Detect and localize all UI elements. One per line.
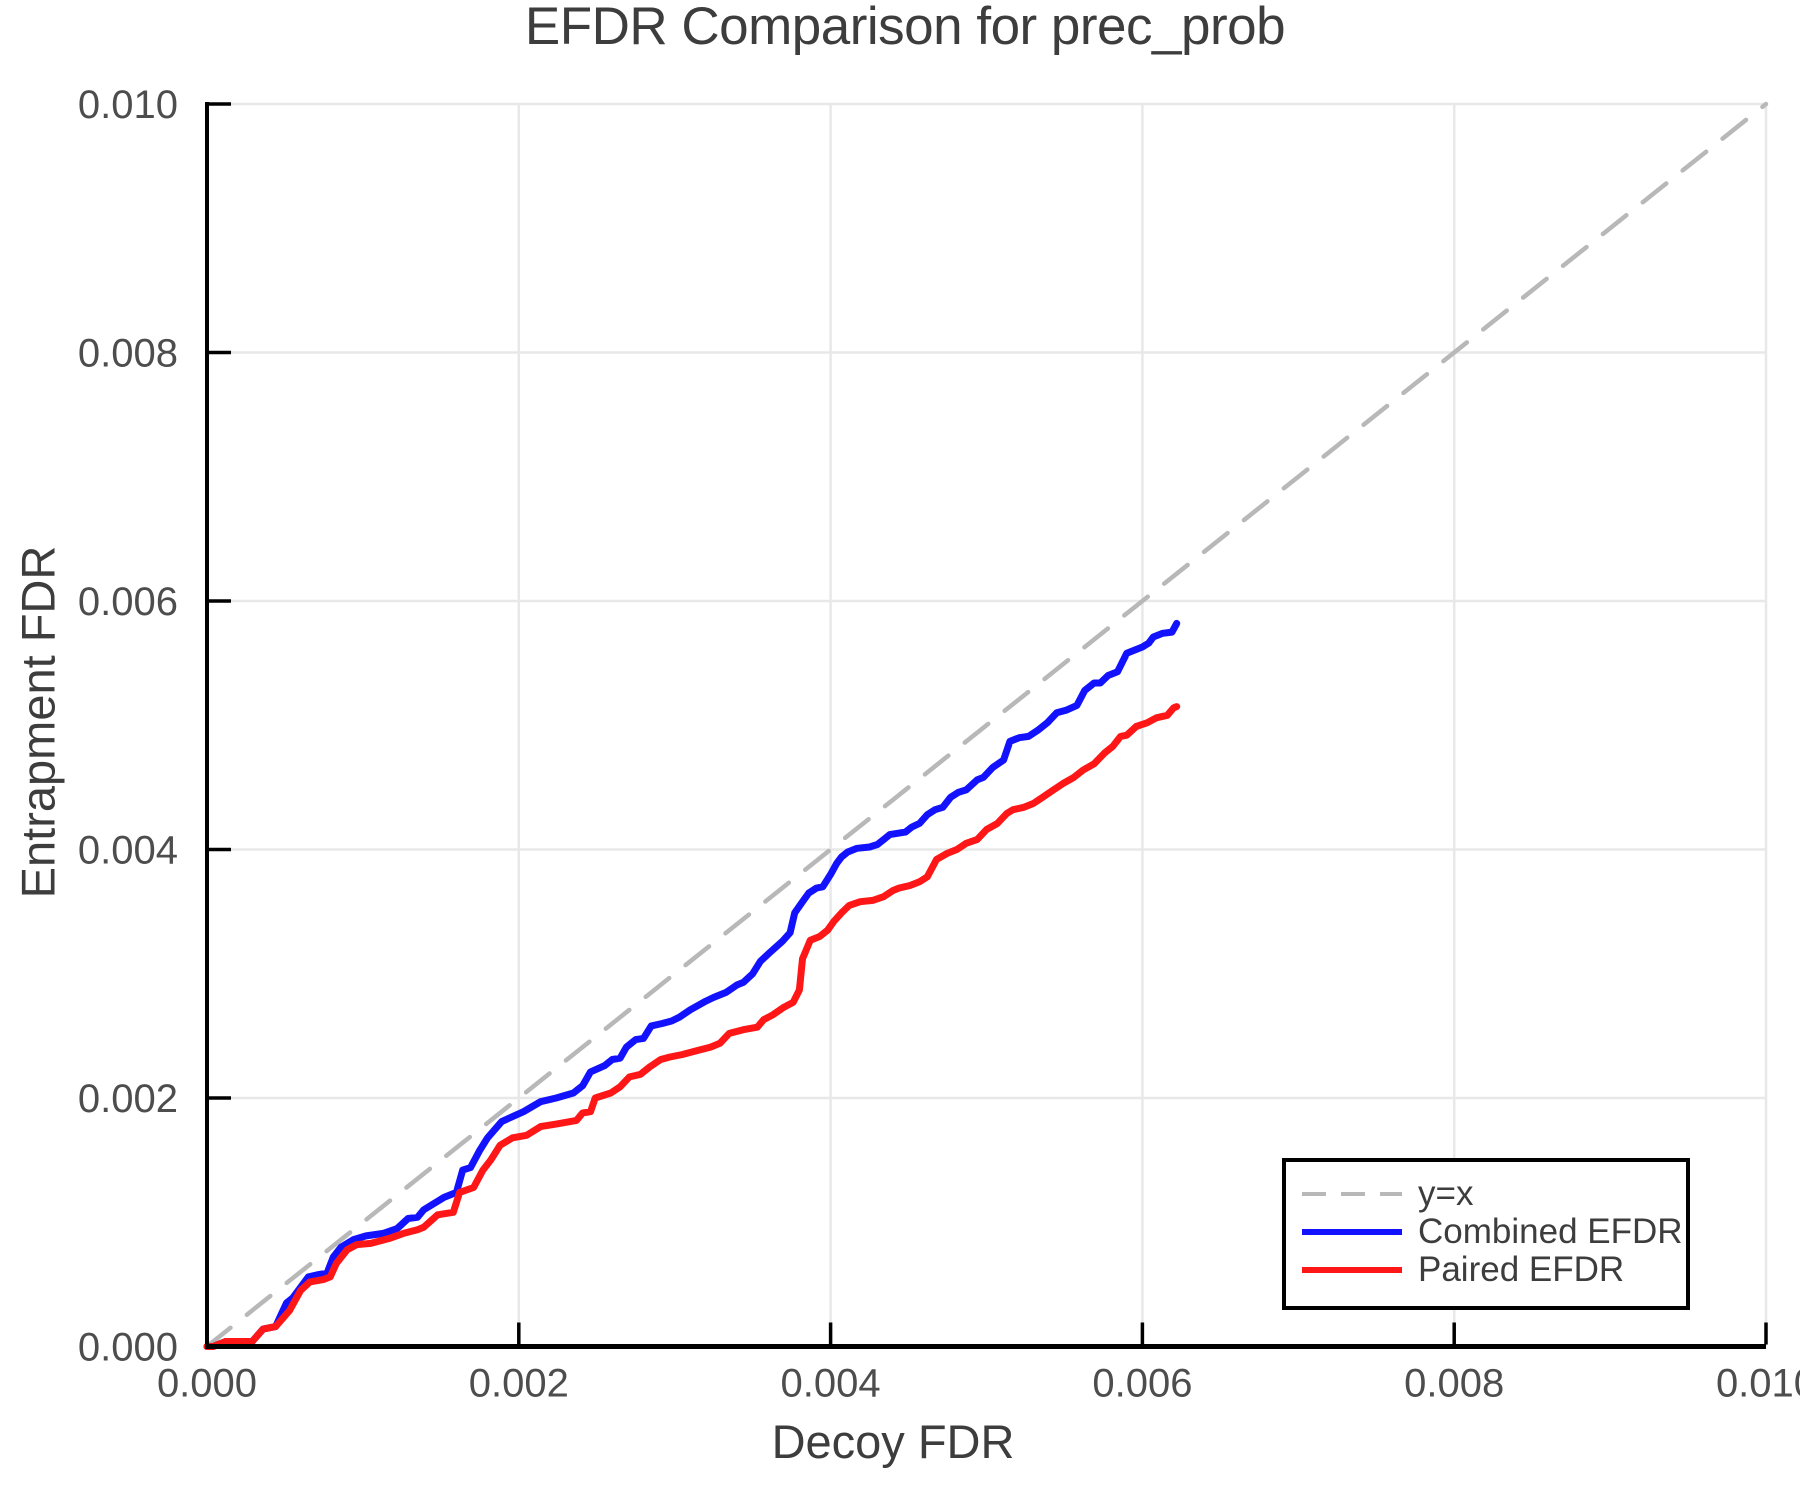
svg-text:0.002: 0.002 [78,1077,178,1121]
svg-text:0.010: 0.010 [1716,1362,1800,1406]
svg-text:0.000: 0.000 [157,1362,257,1406]
svg-text:0.004: 0.004 [781,1362,881,1406]
legend-label-combined: Combined EFDR [1418,1212,1683,1251]
legend-row-identity: y=x [1300,1175,1686,1213]
svg-text:0.000: 0.000 [78,1326,178,1370]
y-axis-label: Entrapment FDR [11,545,65,899]
svg-text:0.008: 0.008 [1404,1362,1504,1406]
svg-text:0.006: 0.006 [78,580,178,624]
x-axis-label: Decoy FDR [771,1415,1015,1468]
legend-row-combined: Combined EFDR [1300,1213,1686,1251]
svg-text:0.010: 0.010 [78,83,178,127]
legend-label-paired: Paired EFDR [1418,1250,1625,1289]
svg-text:0.006: 0.006 [1092,1362,1192,1406]
chart-title: EFDR Comparison for prec_prob [524,0,1286,56]
legend-paired-line-icon [1302,1267,1402,1273]
legend-label-identity: y=x [1418,1174,1474,1213]
legend: y=x Combined EFDR Paired EFDR [1282,1158,1690,1310]
svg-text:0.004: 0.004 [78,829,178,873]
svg-text:0.002: 0.002 [469,1362,569,1406]
legend-row-paired: Paired EFDR [1300,1251,1686,1289]
svg-text:0.008: 0.008 [78,332,178,376]
legend-combined-line-icon [1302,1229,1402,1235]
legend-dashed-line-icon [1302,1192,1402,1196]
